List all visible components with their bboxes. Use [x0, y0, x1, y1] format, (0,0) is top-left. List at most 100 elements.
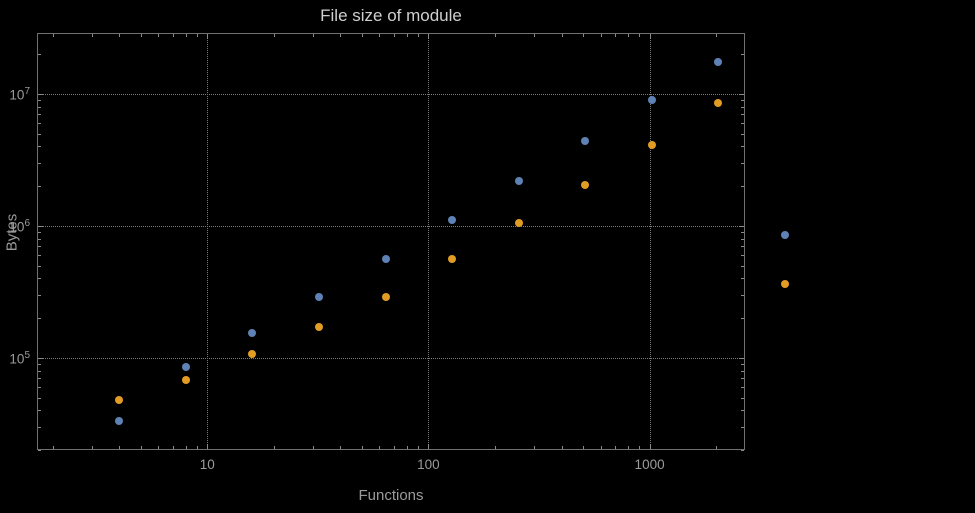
y-tick [741, 294, 744, 296]
x-axis-label: Functions [358, 487, 424, 504]
x-tick [119, 34, 121, 37]
plot-frame [37, 33, 745, 450]
y-tick [38, 265, 41, 267]
x-tick [379, 34, 381, 37]
x-tick [533, 34, 535, 37]
y-tick [741, 265, 744, 267]
y-tick [38, 370, 41, 372]
data-point-orange [115, 395, 124, 404]
x-tick-label: 10 [199, 457, 215, 472]
x-tick [172, 446, 174, 449]
x-tick [197, 446, 199, 449]
x-tick [140, 446, 142, 449]
x-tick [273, 446, 275, 449]
x-tick [361, 34, 363, 37]
y-tick [741, 162, 744, 164]
x-tick-label: 100 [417, 457, 440, 472]
x-tick [340, 446, 342, 449]
y-tick-label: 106 [9, 217, 30, 235]
x-tick [273, 34, 275, 37]
y-tick [38, 255, 41, 257]
y-tick [739, 93, 744, 95]
x-gridline [649, 34, 651, 449]
x-tick [340, 34, 342, 37]
x-gridline [428, 34, 430, 449]
data-point-blue [248, 328, 257, 337]
x-tick [119, 446, 121, 449]
x-tick [185, 34, 187, 37]
data-point-blue [647, 96, 656, 105]
x-tick [172, 34, 174, 37]
y-tick [38, 378, 41, 380]
y-gridline [38, 225, 744, 227]
y-tick [38, 106, 41, 108]
y-tick [38, 54, 41, 56]
data-point-blue [581, 137, 590, 146]
y-tick [741, 378, 744, 380]
y-tick [38, 410, 41, 412]
data-point-orange [248, 349, 257, 358]
y-tick [38, 294, 41, 296]
y-tick [741, 246, 744, 248]
x-tick [428, 34, 430, 39]
data-point-blue [514, 176, 523, 185]
y-tick [741, 255, 744, 257]
x-tick [158, 34, 160, 37]
data-point-orange [314, 323, 323, 332]
x-tick [600, 34, 602, 37]
x-tick [312, 446, 314, 449]
y-tick [38, 100, 41, 102]
x-tick [716, 34, 718, 37]
y-tick [741, 106, 744, 108]
data-point-blue [314, 292, 323, 301]
y-tick [38, 225, 43, 227]
y-tick [741, 387, 744, 389]
x-tick [615, 34, 617, 37]
y-gridline [38, 357, 744, 359]
x-tick [197, 34, 199, 37]
x-tick [561, 446, 563, 449]
x-tick [428, 444, 430, 449]
x-tick [561, 34, 563, 37]
y-tick [38, 93, 43, 95]
data-point-orange [714, 99, 723, 108]
y-tick [741, 363, 744, 365]
x-tick [394, 446, 396, 449]
data-point-orange [181, 375, 190, 384]
data-point-blue [181, 363, 190, 372]
y-tick [741, 231, 744, 233]
y-tick [38, 114, 41, 116]
y-tick [741, 238, 744, 240]
x-tick [312, 34, 314, 37]
y-tick [38, 146, 41, 148]
x-tick [418, 34, 420, 37]
y-tick [741, 146, 744, 148]
y-tick [739, 225, 744, 227]
x-tick [185, 446, 187, 449]
x-tick-label: 1000 [634, 457, 665, 472]
y-tick [38, 123, 41, 125]
x-tick [406, 446, 408, 449]
x-tick [361, 446, 363, 449]
y-tick [741, 318, 744, 320]
y-tick [38, 186, 41, 188]
data-point-orange [514, 219, 523, 228]
y-tick [741, 410, 744, 412]
y-tick [38, 357, 43, 359]
x-tick [494, 34, 496, 37]
y-tick [741, 370, 744, 372]
y-tick [38, 162, 41, 164]
y-tick [739, 357, 744, 359]
data-point-blue [448, 216, 457, 225]
x-tick [649, 34, 651, 39]
y-tick [38, 133, 41, 135]
y-tick [38, 318, 41, 320]
x-tick [600, 446, 602, 449]
x-tick [418, 446, 420, 449]
data-point-orange [448, 255, 457, 264]
data-point-orange [381, 292, 390, 301]
x-tick [628, 446, 630, 449]
y-tick-label: 105 [9, 349, 30, 367]
y-tick [38, 278, 41, 280]
